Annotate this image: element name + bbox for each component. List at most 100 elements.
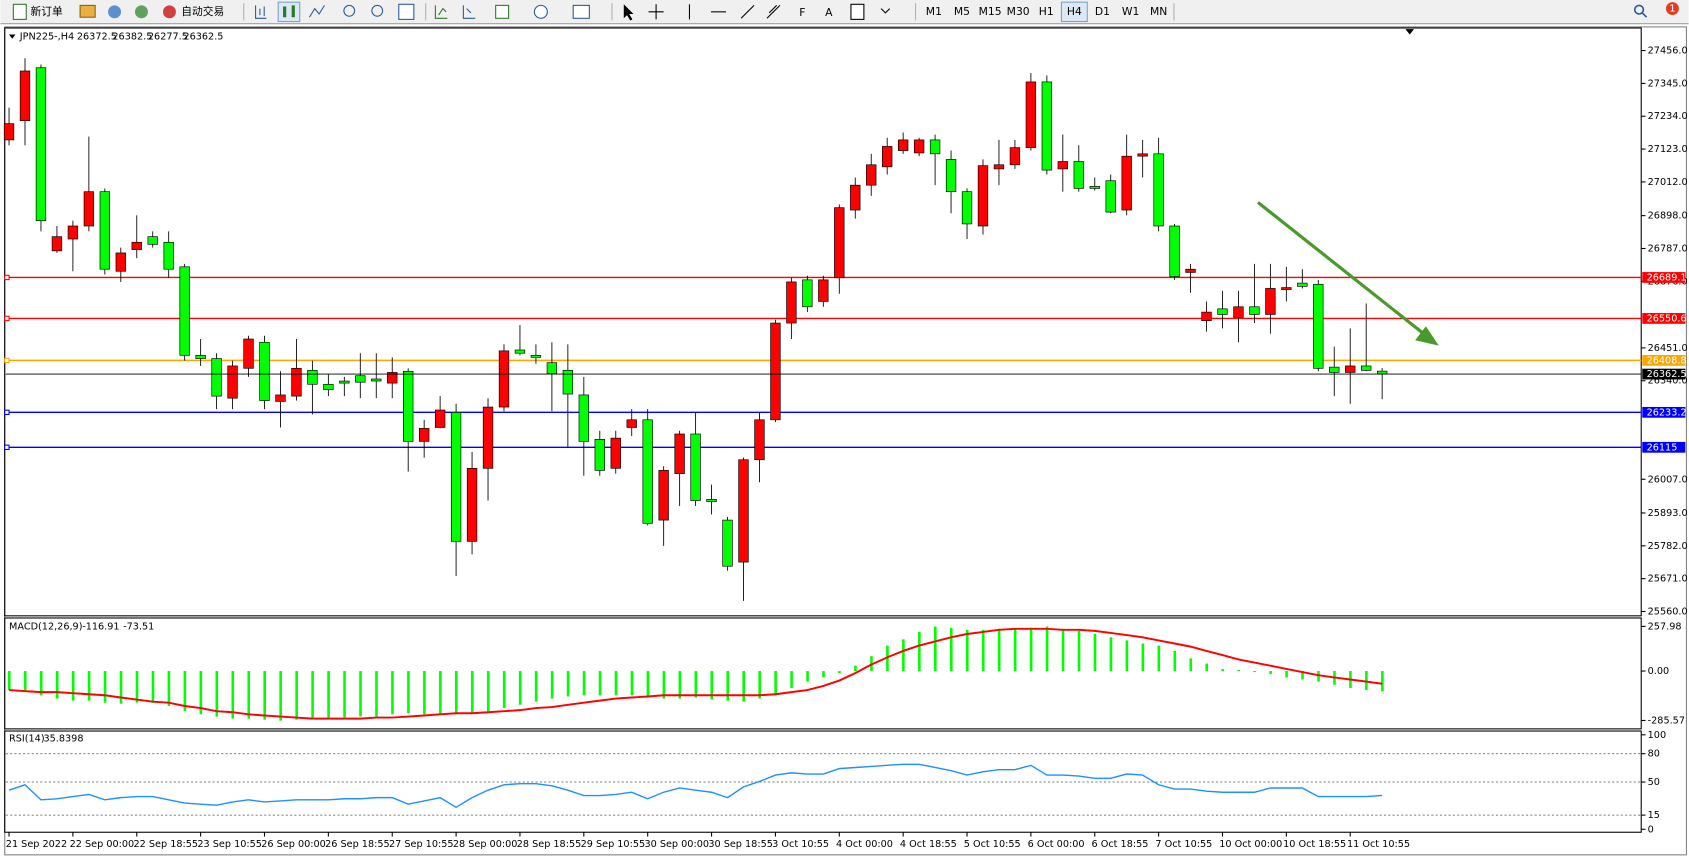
y-tick-label: 80 [1648,749,1660,760]
x-tick-label: 6 Oct 00:00 [1028,839,1085,850]
bar-chart-icon[interactable] [255,5,267,19]
macd-bar [646,671,650,697]
candle-body [802,279,813,308]
crosshair-icon[interactable] [648,4,664,20]
candle-body [1089,186,1100,189]
zoom-in-icon[interactable] [343,4,356,17]
ohlc-close: 26362.5 [183,32,223,43]
x-tick-label: 30 Sep 18:55 [708,839,773,850]
y-tick-label: 0.00 [1648,666,1670,677]
search-icon[interactable] [1633,4,1645,15]
cursor-icon[interactable] [623,4,634,21]
macd-bar [838,671,841,674]
candle-icon-active[interactable] [277,1,301,23]
macd-bar [566,671,570,697]
fibo-icon[interactable]: F [799,6,805,19]
new-order-button[interactable]: 新订单 [12,3,63,20]
y-tick-label: 27012.0 [1648,177,1688,188]
macd-bar [23,671,27,691]
new-order-icon [12,3,27,20]
candle-body [355,375,366,383]
timeframe-button[interactable]: D1 [1095,5,1110,18]
x-tick-label: 10 Oct 00:00 [1219,839,1282,850]
channel-icon[interactable] [766,5,781,19]
macd-bar [1365,671,1368,691]
line-icon[interactable] [308,5,325,18]
macd-bar [1317,671,1320,682]
label-icon[interactable] [850,3,865,20]
autoscroll-icon[interactable] [434,5,448,19]
candle-body [546,362,558,374]
macd-bar [758,671,761,699]
macd-bar [247,671,251,719]
candle-body [658,470,669,521]
rsi-title: RSI(14) [9,734,45,745]
x-tick-label: 30 Sep 00:00 [644,839,709,850]
rsi-line [8,763,1383,809]
macd-bar [934,626,937,672]
level-handle [4,315,10,322]
macd-bar [1285,671,1288,678]
level-label-box [1642,272,1686,283]
timeframe-button[interactable]: M1 [926,5,942,18]
macd-bar [343,671,346,718]
macd-title: MACD(12,26,9) [9,622,82,633]
period-icon[interactable] [533,4,548,19]
candle-body [786,281,797,324]
notification-badge[interactable] [1665,2,1679,16]
macd-bar [1189,658,1193,672]
candle-body [626,419,637,428]
indicators-icon[interactable] [495,4,510,19]
macd-main-value: -116.91 [82,622,119,633]
macd-bar [694,671,698,698]
trendline-icon[interactable] [740,5,755,19]
icon[interactable] [108,5,122,19]
auto-trading-button[interactable]: 自动交易 [162,5,224,19]
plot-layer: 27456.0 27345.0 27234.0 27123.0 27012.0 26898… [3,46,1688,850]
candle-body [83,191,95,227]
timeframe-button[interactable]: H4 [1067,5,1082,18]
y-tick-label: 26898.0 [1648,211,1688,222]
icon[interactable] [79,4,96,18]
candle-body [1153,153,1164,227]
candle-body [1233,306,1244,318]
timeframe-button[interactable]: H1 [1039,5,1054,18]
macd-bar [902,639,905,672]
macd-bar [295,671,298,720]
timeframe-button[interactable]: M15 [979,5,1002,18]
ohlc-high: 26382.5 [112,32,152,43]
x-tick-label: 26 Sep 18:55 [325,839,390,850]
candle-body [945,159,957,193]
macd-bar [375,671,378,717]
candle-body [977,165,989,227]
text-icon[interactable]: A [825,6,833,19]
level-label: 26233.2 [1647,407,1687,418]
y-tick-label: 26340.0 [1648,376,1688,387]
candle-body [450,412,462,542]
level-label-box [1642,441,1686,453]
timeframe-button[interactable]: M5 [954,5,970,18]
candle-body [961,191,973,225]
icon[interactable] [134,5,148,19]
macd-bar [822,671,825,678]
timeframe-button[interactable]: M30 [1007,5,1030,18]
template-icon[interactable] [572,4,590,19]
tile-icon[interactable] [398,3,415,20]
x-tick-label: 21 Sep 2022 [6,839,67,850]
zoom-out-icon[interactable] [371,4,384,17]
candle-body [211,358,222,397]
search-icon-handle [1641,12,1648,18]
candle-body [3,123,15,141]
candle-body [897,139,909,151]
shift-icon[interactable] [462,5,476,19]
timeframe-button[interactable]: MN [1150,5,1167,18]
current-price-label: 26362.5 [1647,369,1687,380]
candle-body [1249,306,1260,315]
macd-bar [1205,663,1209,672]
arrows-icon[interactable] [880,8,891,14]
macd-bar [710,671,714,700]
collapse-marker [9,34,16,39]
candle-body [291,367,302,397]
candle-body [578,394,589,442]
timeframe-button[interactable]: W1 [1122,5,1139,18]
